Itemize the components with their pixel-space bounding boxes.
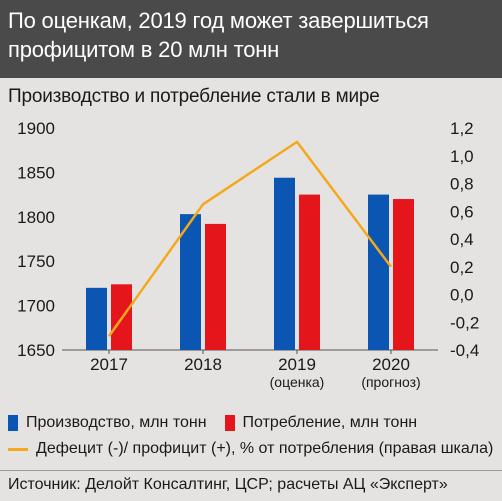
y-tick-label-5: 1900	[17, 119, 55, 138]
y-tick-label-1: 1700	[17, 297, 55, 316]
y-tick-label-2: 1750	[17, 252, 55, 271]
y2-tick-label-8: 1,2	[450, 119, 474, 138]
legend-production-label: Производство, млн тонн	[26, 414, 207, 431]
x-tick-label-3: 2020	[372, 355, 410, 374]
bar-consumption-2019	[299, 194, 320, 350]
legend-balance-swatch	[8, 447, 28, 451]
balance-line	[107, 140, 392, 337]
x-tick-label-2: 2019	[278, 355, 316, 374]
x-tick-label-1: 2018	[184, 355, 222, 374]
y-tick-label-0: 1650	[17, 341, 55, 360]
y2-tick-label-7: 1,0	[450, 147, 474, 166]
legend-consumption-label: Потребление, млн тонн	[242, 414, 418, 431]
y2-tick-label-6: 0,8	[450, 175, 474, 194]
y-tick-label-3: 1800	[17, 208, 55, 227]
bar-production-2019	[274, 177, 295, 350]
y2-tick-label-5: 0,6	[450, 202, 474, 221]
y2-tick-label-0: -0,4	[450, 341, 479, 360]
bar-consumption-2018	[205, 223, 226, 350]
y2-tick-label-4: 0,4	[450, 230, 474, 249]
legend-balance-label: Дефецит (-)/ профицит (+), % от потребле…	[36, 440, 494, 457]
x-tick-label-0: 2017	[90, 355, 128, 374]
header-banner: По оценкам, 2019 год может завершиться п…	[0, 0, 502, 78]
bar-consumption-2020	[393, 199, 414, 350]
chart-title: Производство и потребление стали в мире	[8, 86, 380, 107]
y2-tick-label-3: 0,2	[450, 258, 474, 277]
legend-bars: Производство, млн тонн Потребление, млн …	[8, 414, 417, 432]
source-footer: Источник: Делойт Консалтинг, ЦСР; расчет…	[0, 470, 502, 501]
source-text: Источник: Делойт Консалтинг, ЦСР; расчет…	[8, 476, 448, 493]
x-tick-note-2: (оценка)	[270, 374, 325, 390]
bar-production-2020	[368, 194, 389, 350]
legend-production-swatch	[8, 415, 18, 431]
y2-tick-label-1: -0,2	[450, 313, 479, 332]
legend-line: Дефецит (-)/ профицит (+), % от потребле…	[8, 440, 493, 458]
y-tick-label-4: 1850	[17, 163, 55, 182]
legend-consumption-swatch	[224, 415, 235, 431]
bar-production-2018	[180, 214, 201, 350]
y2-tick-label-2: 0,0	[450, 286, 474, 305]
bar-production-2017	[86, 287, 107, 350]
header-title: По оценкам, 2019 год может завершиться п…	[8, 8, 429, 62]
x-tick-note-3: (прогноз)	[361, 374, 420, 390]
